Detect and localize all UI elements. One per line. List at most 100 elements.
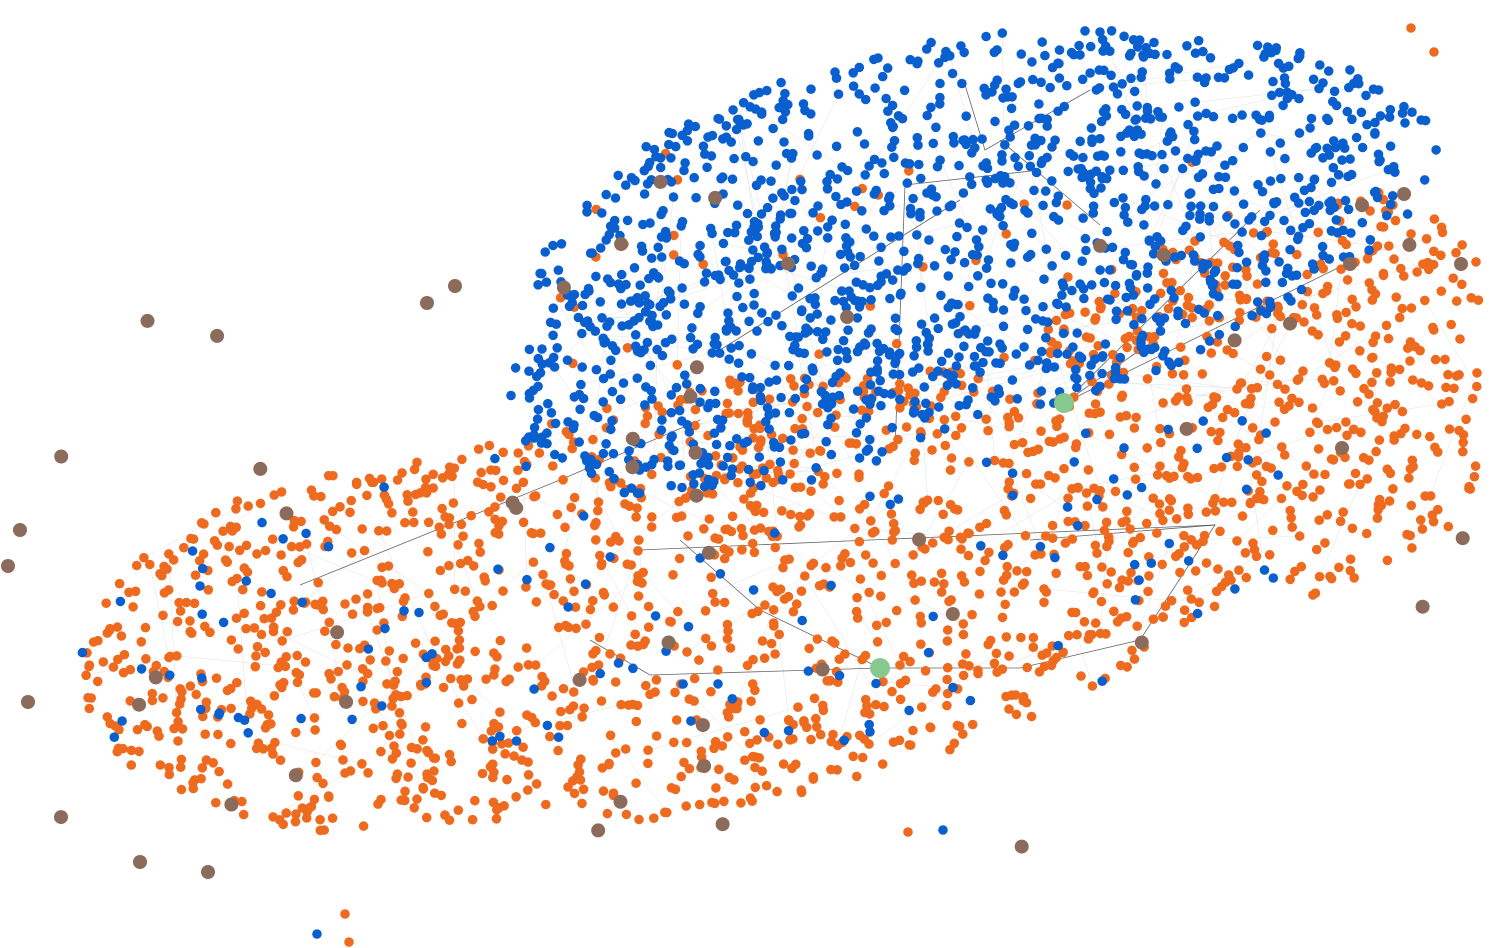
orange-node	[552, 509, 563, 520]
orange-node	[1083, 634, 1094, 644]
blue-node	[1119, 443, 1129, 453]
orange-node	[560, 522, 570, 533]
blue-node	[1204, 336, 1215, 346]
orange-node	[1429, 325, 1439, 335]
orange-node	[610, 748, 621, 758]
blue-node	[1399, 101, 1409, 112]
blue-node	[1253, 179, 1263, 190]
blue-node	[826, 580, 836, 591]
blue-node	[1347, 114, 1357, 125]
orange-node	[136, 637, 147, 647]
orange-node	[438, 609, 449, 619]
orange-node	[291, 809, 301, 819]
orange-node	[547, 691, 557, 701]
orange-node	[1436, 286, 1447, 297]
blue-node	[931, 192, 941, 202]
blue-node	[621, 180, 631, 190]
orange-node	[1234, 565, 1244, 575]
blue-node	[296, 713, 306, 724]
orange-node	[1406, 23, 1416, 33]
blue-node	[1237, 416, 1247, 426]
blue-node	[1022, 324, 1033, 335]
orange-node	[938, 509, 948, 520]
blue-node	[1274, 87, 1285, 98]
blue-node	[552, 343, 562, 353]
orange-node	[521, 582, 531, 592]
blue-node	[1133, 161, 1143, 172]
orange-node	[1458, 437, 1468, 448]
blue-node	[1195, 344, 1206, 355]
orange-node	[1155, 461, 1165, 472]
blue-node	[1139, 220, 1149, 230]
blue-node	[1259, 250, 1270, 260]
orange-node	[443, 469, 454, 480]
blue-node	[628, 663, 638, 674]
blue-node	[684, 427, 695, 437]
blue-node	[550, 418, 561, 429]
orange-node	[796, 787, 807, 798]
orange-node	[486, 482, 496, 492]
orange-node	[1470, 461, 1481, 471]
orange-node	[1115, 412, 1126, 422]
orange-node	[946, 453, 957, 463]
orange-node	[289, 596, 300, 606]
blue-node	[962, 222, 972, 233]
orange-node	[1012, 566, 1022, 576]
blue-node	[1227, 155, 1238, 166]
blue-node	[703, 460, 714, 470]
orange-node	[231, 613, 242, 623]
blue-node	[871, 678, 881, 689]
blue-node	[728, 105, 738, 115]
orange-node	[789, 458, 799, 469]
orange-node	[832, 765, 842, 775]
orange-node	[1313, 330, 1323, 340]
blue-node	[811, 463, 821, 473]
blue-node	[1095, 381, 1105, 392]
orange-node	[274, 815, 285, 825]
blue-node	[1130, 595, 1141, 605]
brown-hub-node	[509, 500, 524, 515]
orange-node	[309, 713, 320, 723]
orange-node	[1020, 530, 1031, 541]
orange-node	[387, 508, 397, 518]
orange-node	[1046, 660, 1057, 671]
orange-node	[406, 758, 416, 768]
orange-node	[851, 439, 862, 449]
orange-node	[1347, 318, 1357, 329]
orange-node	[998, 575, 1009, 585]
blue-node	[990, 116, 1000, 127]
orange-node	[668, 250, 679, 260]
blue-node	[817, 399, 828, 409]
orange-node	[468, 606, 479, 617]
orange-node	[108, 662, 119, 672]
orange-node	[850, 523, 860, 534]
orange-node	[1352, 397, 1363, 407]
orange-node	[1158, 268, 1169, 279]
orange-node	[818, 479, 828, 489]
blue-node	[581, 456, 592, 466]
blue-node	[1148, 249, 1159, 259]
blue-node	[1343, 204, 1354, 215]
blue-node	[1006, 258, 1016, 268]
blue-node	[1013, 161, 1024, 172]
blue-node	[909, 351, 919, 361]
blue-node	[1111, 314, 1121, 325]
blue-node	[852, 127, 863, 137]
orange-node	[1128, 538, 1138, 548]
blue-node	[729, 227, 740, 238]
orange-node	[1317, 374, 1328, 385]
blue-node	[870, 83, 880, 93]
orange-node	[409, 803, 420, 813]
orange-node	[335, 502, 345, 512]
orange-node	[423, 517, 434, 528]
blue-node	[616, 269, 627, 280]
orange-node	[475, 601, 485, 612]
blue-node	[1119, 31, 1129, 42]
orange-node	[1382, 464, 1393, 475]
blue-node	[575, 404, 585, 415]
blue-node	[771, 375, 782, 386]
blue-node	[791, 332, 801, 342]
blue-node	[1214, 291, 1224, 302]
orange-node	[719, 796, 729, 807]
blue-node	[745, 274, 755, 285]
